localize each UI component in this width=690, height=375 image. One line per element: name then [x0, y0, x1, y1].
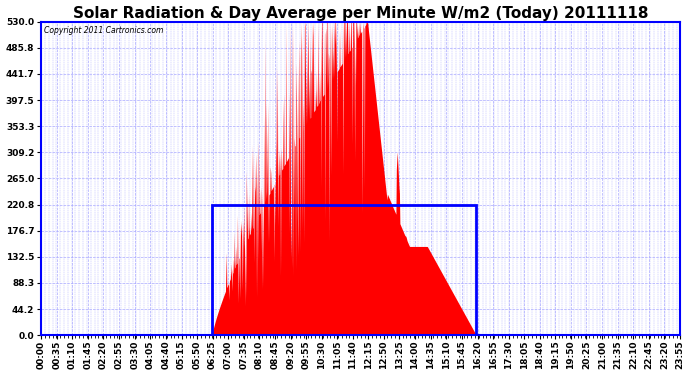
Title: Solar Radiation & Day Average per Minute W/m2 (Today) 20111118: Solar Radiation & Day Average per Minute…	[73, 6, 649, 21]
Bar	[212, 205, 476, 335]
Text: Copyright 2011 Cartronics.com: Copyright 2011 Cartronics.com	[44, 26, 164, 35]
